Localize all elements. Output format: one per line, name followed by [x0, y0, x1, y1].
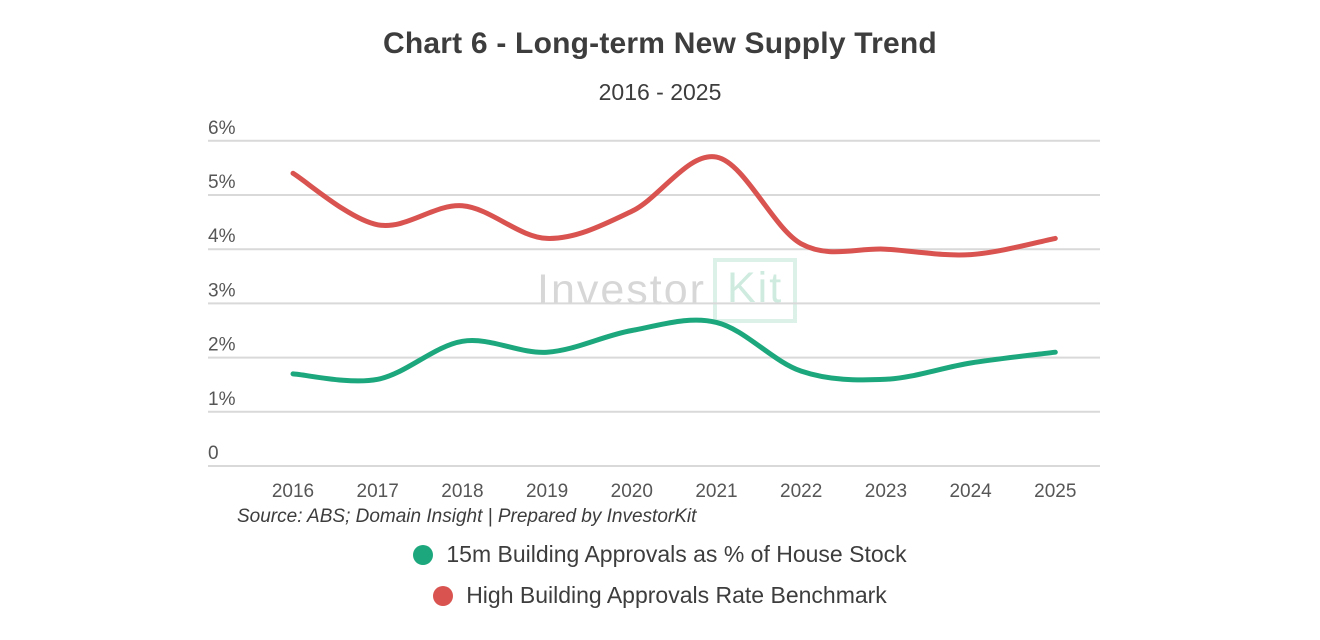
x-axis-tick-label: 2019: [526, 481, 568, 502]
y-axis-tick-label: 1%: [208, 389, 236, 410]
x-axis-tick-label: 2016: [272, 481, 314, 502]
x-axis-tick-label: 2017: [357, 481, 399, 502]
chart-legend: 15m Building Approvals as % of House Sto…: [0, 541, 1320, 623]
green-series-dot-icon: [413, 544, 434, 565]
chart-subtitle: 2016 - 2025: [598, 79, 722, 105]
source-note: Source: ABS; Domain Insight | Prepared b…: [237, 506, 697, 527]
x-axis-tick-label: 2021: [695, 481, 737, 502]
y-axis-tick-label: 3%: [208, 280, 236, 301]
x-axis-tick-label: 2023: [865, 481, 907, 502]
y-axis-tick-label: 4%: [208, 226, 236, 247]
x-axis-tick-label: 2020: [611, 481, 653, 502]
legend-item-red-series: High Building Approvals Rate Benchmark: [0, 582, 1320, 609]
x-axis-tick-label: 2025: [1034, 481, 1076, 502]
red-series-dot-icon: [433, 585, 454, 606]
series-line-0: [290, 317, 1058, 384]
legend-label-green-series: 15m Building Approvals as % of House Sto…: [446, 541, 907, 567]
legend-label-red-series: High Building Approvals Rate Benchmark: [466, 582, 887, 608]
y-axis-tick-label: 5%: [208, 172, 236, 193]
y-axis-tick-label: 2%: [208, 335, 236, 356]
legend-item-green-series: 15m Building Approvals as % of House Sto…: [0, 541, 1320, 568]
watermark-text-investor: Investor: [537, 266, 706, 315]
y-axis-tick-label: 6%: [208, 118, 236, 139]
x-axis-tick-label: 2024: [949, 481, 992, 502]
y-axis-tick-label: 0: [208, 443, 219, 464]
series-line-1: [290, 154, 1058, 258]
chart-title: Chart 6 - Long-term New Supply Trend: [383, 27, 937, 60]
x-axis-tick-label: 2018: [441, 481, 483, 502]
x-axis-tick-label: 2022: [780, 481, 822, 502]
